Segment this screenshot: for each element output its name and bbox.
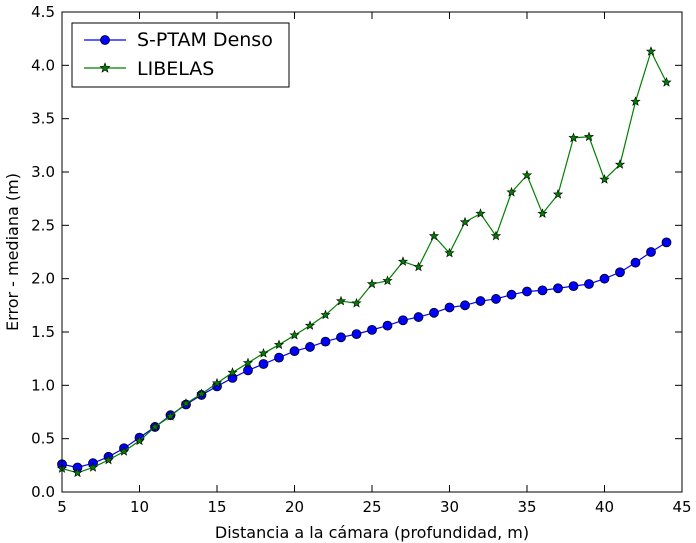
data-point-s-ptam-denso [289,346,300,357]
legend: S-PTAM Denso LIBELAS [71,22,290,88]
data-point-libelas [351,297,362,308]
data-point-libelas [196,388,207,399]
data-point-libelas [583,131,595,142]
x-tick-label: 20 [285,498,304,516]
data-point-libelas [180,398,192,408]
data-point-s-ptam-denso [305,342,315,352]
data-point-libelas [242,357,254,368]
data-point-s-ptam-denso [460,300,470,311]
legend-box [71,22,290,88]
x-tick-label: 15 [207,498,226,516]
x-axis-label: Distancia a la cámara (profundidad, m) [215,523,529,542]
data-point-libelas [552,189,564,199]
plot-frame [61,11,683,493]
data-point-s-ptam-denso [444,302,455,313]
data-point-s-ptam-denso [615,267,625,278]
y-tick-label: 2.5 [31,216,55,234]
data-point-libelas [382,275,393,286]
data-point-libelas [475,208,486,218]
data-point-s-ptam-denso [661,237,672,248]
legend-label-libelas: LIBELAS [137,58,214,80]
data-point-libelas [258,347,269,358]
legend-marker-s-ptam [100,35,110,45]
ticks-layer: 5 10 15 20 25 30 35 40 45 0.0 0.5 1.0 1.5 2.0 2.5 3.0 3.… [31,3,691,516]
data-point-s-ptam-denso [475,296,486,306]
data-point-s-ptam-denso [553,283,563,294]
data-point-s-ptam-denso [568,281,579,292]
data-point-libelas [118,446,130,456]
data-point-s-ptam-denso [522,286,532,297]
data-point-s-ptam-denso [274,352,284,363]
data-point-s-ptam-denso [398,315,408,326]
data-point-s-ptam-denso [646,247,656,257]
data-point-libelas [87,462,99,472]
data-point-libelas [103,454,114,465]
data-point-libelas [568,132,579,143]
data-point-libelas [413,261,424,272]
y-tick-label: 3.5 [31,110,55,128]
data-point-s-ptam-denso [367,324,377,335]
data-point-libelas [165,410,176,421]
data-point-s-ptam-denso [382,320,393,331]
data-point-libelas [459,216,471,227]
y-tick-label: 1.0 [31,376,55,394]
y-tick-label: 0.0 [31,483,55,501]
x-tick-label: 5 [57,498,67,516]
data-point-s-ptam-denso [584,279,594,289]
y-tick-label: 1.5 [31,323,55,341]
data-point-libelas [227,367,238,377]
x-tick-label: 35 [517,498,536,516]
legend-label-s-ptam: S-PTAM Denso [137,29,273,51]
y-tick-label: 4.5 [31,3,55,21]
data-point-libelas [149,421,161,432]
data-point-libelas [614,159,626,169]
data-point-libelas [506,186,517,197]
legend-marker-libelas [99,62,111,73]
data-point-libelas [630,96,641,106]
data-point-s-ptam-denso [599,273,610,284]
data-point-libelas [537,208,548,218]
data-point-libelas [304,320,316,330]
data-point-libelas [397,256,409,266]
y-tick-label: 2.0 [31,270,55,288]
y-tick-label: 3.0 [31,163,55,181]
data-point-libelas [645,46,657,56]
data-point-libelas [134,435,145,446]
data-point-s-ptam-denso [491,294,501,304]
x-tick-label: 25 [362,498,381,516]
data-point-s-ptam-denso [429,307,439,318]
data-point-libelas [273,339,285,350]
data-point-libelas [366,278,378,289]
x-tick-label: 10 [130,498,149,516]
data-point-s-ptam-denso [351,329,362,340]
series-line-libelas [61,49,668,474]
x-tick-label: 30 [440,498,459,516]
data-point-s-ptam-denso [258,359,269,369]
data-point-libelas [599,174,610,184]
data-point-s-ptam-denso [413,312,424,322]
data-point-libelas [490,230,502,241]
data-point-s-ptam-denso [506,289,517,300]
data-point-libelas [320,309,331,320]
y-tick-label: 4.0 [31,56,55,74]
x-tick-label: 40 [595,498,614,516]
x-tick-label: 45 [672,498,691,516]
data-point-libelas [428,230,440,241]
data-point-s-ptam-denso [320,336,331,347]
data-point-s-ptam-denso [630,257,641,268]
data-point-s-ptam-denso [243,365,253,376]
data-point-libelas [661,77,672,87]
data-point-libelas [72,467,83,478]
series-layer [56,46,672,478]
y-axis-label: Error - mediana (m) [3,173,22,331]
data-point-libelas [521,169,533,180]
data-point-s-ptam-denso [336,332,346,343]
data-point-libelas [444,247,455,258]
data-point-libelas [289,329,300,340]
y-tick-label: 0.5 [31,430,55,448]
data-point-libelas [211,377,223,388]
data-point-libelas [335,295,347,306]
data-point-s-ptam-denso [537,285,548,296]
